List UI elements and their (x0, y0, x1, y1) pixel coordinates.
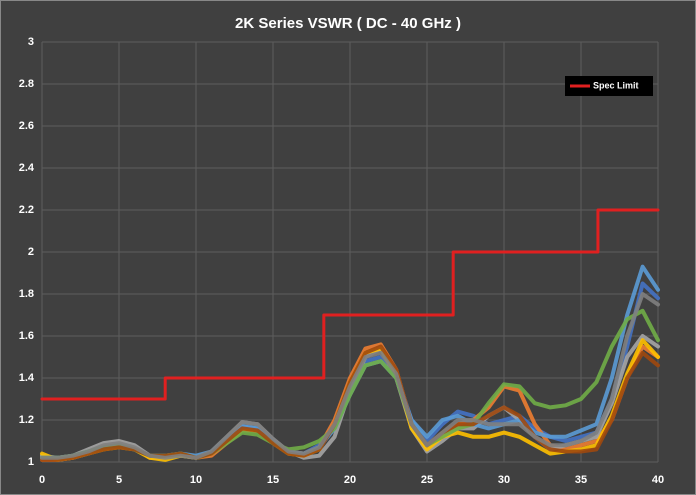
y-tick-label: 2.4 (19, 162, 35, 174)
x-tick-label: 15 (267, 474, 279, 486)
x-tick-label: 0 (39, 474, 45, 486)
legend-label: Spec Limit (593, 80, 639, 90)
legend-box (565, 76, 653, 96)
y-tick-label: 1.8 (19, 288, 34, 300)
y-tick-label: 1.4 (19, 372, 35, 384)
y-tick-label: 2.2 (19, 204, 34, 216)
y-tick-label: 1.6 (19, 330, 34, 342)
y-tick-label: 1 (28, 456, 34, 468)
x-tick-label: 35 (575, 474, 587, 486)
spec-line (40, 208, 660, 401)
y-tick-label: 2 (28, 246, 34, 258)
y-tick-label: 1.2 (19, 414, 34, 426)
x-tick-label: 20 (344, 474, 356, 486)
x-tick-label: 25 (421, 474, 433, 486)
data-line (40, 292, 660, 460)
x-tick-label: 5 (116, 474, 122, 486)
y-tick-label: 2.6 (19, 120, 34, 132)
chart-title: 2K Series VSWR ( DC - 40 GHz ) (235, 15, 461, 32)
x-tick-label: 30 (498, 474, 510, 486)
y-tick-label: 3 (28, 36, 34, 48)
x-tick-label: 10 (190, 474, 202, 486)
x-tick-label: 40 (652, 474, 664, 486)
y-tick-label: 2.8 (19, 78, 34, 90)
